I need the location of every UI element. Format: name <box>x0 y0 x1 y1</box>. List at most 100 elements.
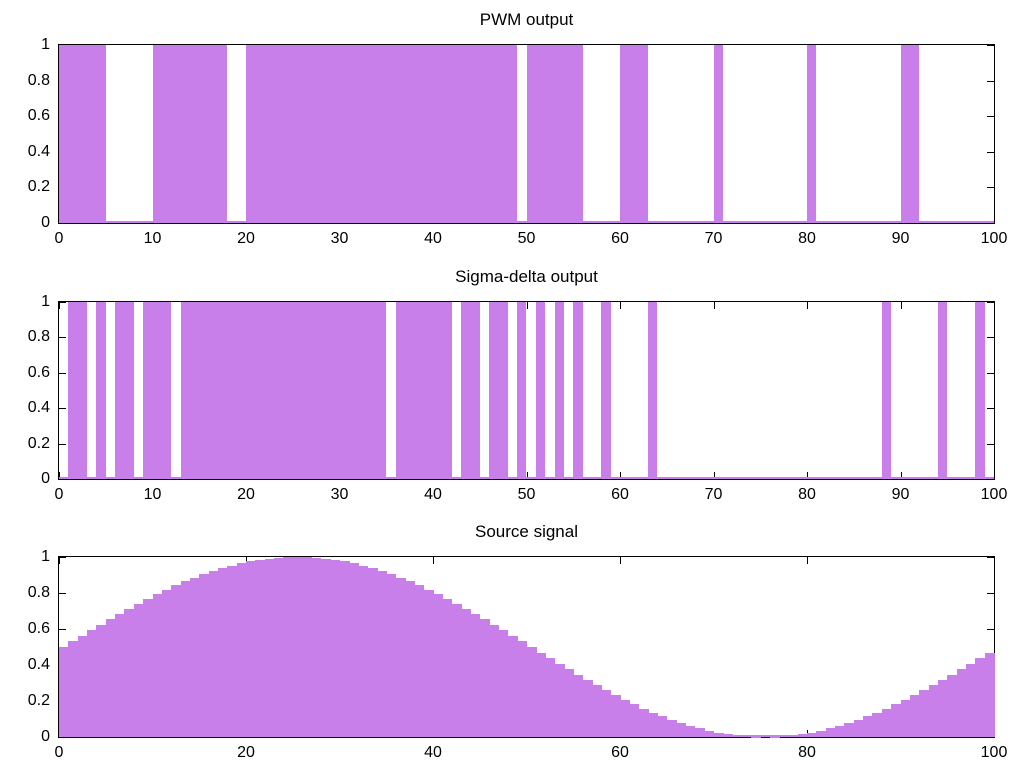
y-tick <box>987 337 994 339</box>
source-sample-bar <box>264 558 275 737</box>
x-tick-label: 100 <box>980 744 1008 761</box>
source-sample-bar <box>620 699 631 737</box>
source-sample-bar <box>694 728 705 737</box>
pwm-output-chart: PWM output 0 10 20 30 40 50 60 70 80 90 100 0 0.2 0.4… <box>28 10 1008 247</box>
x-tick-label: 10 <box>143 230 162 247</box>
source-sample-bar <box>928 685 939 737</box>
source-signal-chart: Source signal 0 20 40 60 80 100 0 0.2 0.4 0.6 0.8 1 <box>28 522 1008 761</box>
source-sample-bar <box>59 647 70 737</box>
x-tick-label: 90 <box>891 230 910 247</box>
source-sample-bar <box>835 725 846 737</box>
source-sample-bar <box>863 716 874 737</box>
y-tick-label: 0.4 <box>27 399 50 417</box>
source-sample-bar <box>339 561 350 737</box>
source-sample-bar <box>423 589 434 737</box>
x-tick <box>713 472 715 479</box>
zero-baseline <box>59 477 994 479</box>
source-sample-bar <box>320 558 331 737</box>
source-sample-bar <box>685 725 696 737</box>
source-sample-bar <box>601 690 612 737</box>
x-tick-label: 60 <box>611 744 629 761</box>
source-sample-bar <box>900 699 911 737</box>
zero-baseline <box>59 221 994 223</box>
source-sample-bar <box>358 565 369 737</box>
x-tick-label: 20 <box>237 744 255 761</box>
y-tick-label: 0.2 <box>27 692 50 709</box>
pwm-pulse <box>807 45 817 223</box>
x-tick <box>994 472 995 479</box>
sigma-delta-pulse <box>143 302 172 479</box>
x-tick <box>526 472 528 479</box>
y-tick-label: 1 <box>41 36 50 53</box>
y-tick-label: 0.8 <box>27 584 50 601</box>
y-tick-label: 0.4 <box>27 656 50 673</box>
pwm-pulse <box>526 45 583 223</box>
source-sample-bar <box>330 559 341 737</box>
pwm-pulse <box>59 45 106 223</box>
source-sample-bar <box>246 561 257 737</box>
source-sample-bar <box>143 598 154 737</box>
source-sample-bar <box>283 557 294 737</box>
source-sample-bar <box>442 598 453 737</box>
source-sample-bar <box>404 581 415 737</box>
sigma-delta-pulse <box>115 302 134 479</box>
source-sample-bar <box>891 704 902 737</box>
source-sample-bar <box>984 652 995 737</box>
source-sample-bar <box>489 624 500 737</box>
source-sample-bar <box>124 608 135 737</box>
source-signal-chart-title: Source signal <box>474 522 579 541</box>
y-tick <box>59 443 66 445</box>
y-tick <box>59 223 66 224</box>
source-sample-bar <box>189 577 200 737</box>
source-sample-bar <box>180 581 191 737</box>
sigma-delta-pulse <box>937 302 948 479</box>
pwm-chart-title: PWM output <box>479 10 574 29</box>
y-tick <box>59 372 66 374</box>
x-tick-label: 40 <box>424 744 442 761</box>
x-tick-label: 70 <box>704 486 723 503</box>
source-sample-bar <box>386 574 397 737</box>
x-tick-label: 80 <box>798 230 816 247</box>
y-tick <box>987 116 994 118</box>
source-sample-bar <box>975 658 986 737</box>
source-sample-bar <box>872 712 883 737</box>
source-sample-bar <box>133 603 144 737</box>
source-sample-bar <box>919 690 930 737</box>
y-tick-label: 0.4 <box>27 142 50 160</box>
x-tick-label: 60 <box>611 230 629 247</box>
x-tick <box>900 472 902 479</box>
x-tick-label: 40 <box>424 486 442 503</box>
sigma-delta-pulse <box>535 302 546 479</box>
source-sample-bar <box>199 574 210 737</box>
y-tick <box>987 187 994 189</box>
source-sample-bar <box>573 674 584 737</box>
y-tick-label: 0.6 <box>27 363 50 381</box>
x-tick <box>994 302 995 309</box>
source-sample-bar <box>376 571 387 737</box>
source-sample-bar <box>526 647 537 737</box>
source-sample-bar <box>554 663 565 737</box>
x-tick <box>807 472 808 479</box>
y-tick <box>59 302 66 303</box>
source-sample-bar <box>648 712 659 737</box>
source-sample-bar <box>68 641 79 737</box>
sigma-delta-pulse <box>881 302 892 479</box>
y-tick-label: 0 <box>41 728 50 745</box>
source-sample-bar <box>414 585 425 737</box>
x-tick-label: 40 <box>424 230 442 247</box>
source-sample-bar <box>704 730 715 737</box>
source-sample-bar <box>956 669 967 737</box>
y-tick <box>987 80 994 82</box>
source-sample-bar <box>844 723 855 737</box>
sigma-delta-pulse <box>395 302 452 479</box>
source-sample-bar <box>152 594 163 737</box>
sigma-delta-pulse <box>601 302 611 479</box>
sigma-delta-pulse <box>573 302 583 479</box>
x-tick-label: 30 <box>330 486 349 503</box>
y-tick <box>59 737 66 738</box>
y-tick-label: 0 <box>41 214 50 231</box>
y-tick-label: 0.8 <box>27 71 50 89</box>
sigma-delta-pulse <box>648 302 658 479</box>
source-sample-bar <box>582 680 593 737</box>
pwm-pulse <box>900 45 920 223</box>
